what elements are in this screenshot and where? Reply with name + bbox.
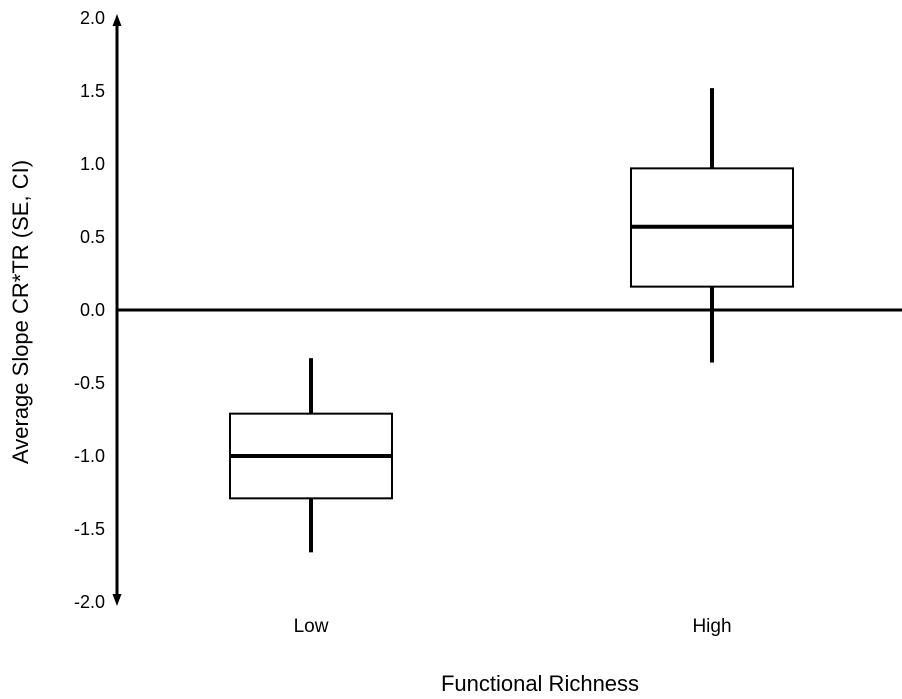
y-tick-label: 1.0: [80, 154, 105, 174]
x-axis-title: Functional Richness: [441, 671, 639, 696]
y-tick-label: -1.0: [74, 446, 105, 466]
x-axis-category-labels: Low High: [294, 616, 732, 637]
y-tick-label: 0.0: [80, 300, 105, 320]
boxes: [229, 88, 794, 553]
x-category-label: High: [692, 616, 731, 637]
y-tick-label: 0.5: [80, 227, 105, 247]
box-group-high: [630, 88, 794, 363]
y-axis-arrow-top: [112, 14, 122, 26]
y-tick-label: -0.5: [74, 373, 105, 393]
y-axis-title: Average Slope CR*TR (SE, CI): [8, 160, 33, 464]
y-tick-label: -1.5: [74, 519, 105, 539]
y-axis-ticks: 2.0 1.5 1.0 0.5 0.0 -0.5 -1.0 -1.5 -2.0: [74, 8, 105, 612]
box-group-low: [229, 358, 393, 553]
y-tick-label: 1.5: [80, 81, 105, 101]
y-tick-label: 2.0: [80, 8, 105, 28]
y-tick-label: -2.0: [74, 592, 105, 612]
y-axis-arrow-bottom: [112, 594, 122, 606]
x-category-label: Low: [294, 616, 329, 637]
